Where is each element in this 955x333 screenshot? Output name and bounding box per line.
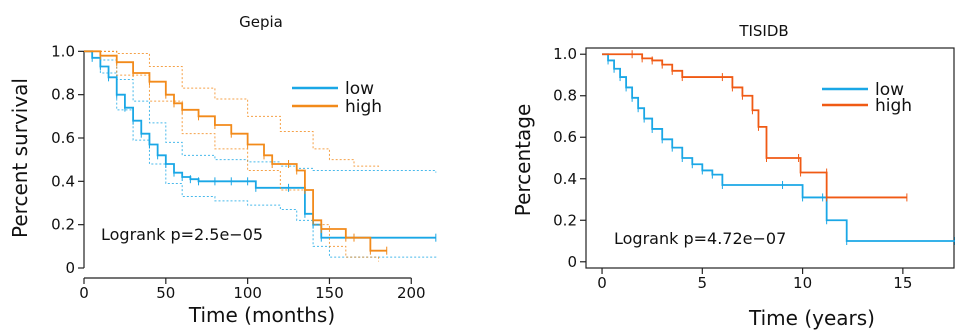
chart-title: TISIDB	[738, 22, 788, 40]
survival-curves	[602, 50, 955, 246]
y-tick-label: 0.8	[51, 86, 75, 104]
x-tick-label: 0	[79, 284, 89, 302]
tisidb-chart: TISIDB Percentage Time (years) Logrank p…	[511, 22, 955, 330]
x-tick-label: 10	[793, 274, 812, 292]
x-axis-label: Time (years)	[748, 306, 875, 330]
y-tick-label: 0.6	[51, 129, 75, 147]
survival-curves	[84, 50, 437, 262]
x-tick-label: 150	[315, 284, 344, 302]
y-axis-label: Percentage	[511, 104, 535, 217]
legend-high-label: high	[875, 96, 912, 116]
survival-line-high	[84, 50, 387, 252]
x-tick-label: 50	[156, 284, 175, 302]
plot-frame	[585, 47, 955, 269]
y-axis-label: Percent survival	[8, 78, 32, 238]
x-tick-label: 0	[597, 274, 607, 292]
logrank-annotation: Logrank p=4.72e−07	[614, 229, 786, 248]
chart-title: Gepia	[239, 13, 283, 31]
x-tick-label: 100	[233, 284, 262, 302]
axes: 0 0.2 0.4 0.6 0.8 1.0 0 50 100 150 200	[51, 42, 425, 302]
y-tick-label: 0.8	[553, 87, 577, 105]
x-tick-label: 200	[397, 284, 426, 302]
x-axis-label: Time (months)	[188, 303, 335, 327]
y-tick-label: 1.0	[51, 42, 75, 60]
legend-high-label: high	[345, 97, 382, 117]
y-tick-label: 0.2	[51, 216, 75, 234]
ci-line-low-lower	[84, 50, 437, 260]
ci-line-high-upper	[84, 50, 380, 169]
ci-line-low-upper	[84, 50, 437, 173]
y-tick-label: 0.4	[51, 172, 75, 190]
survival-line-low	[84, 50, 436, 239]
survival-line-high	[602, 53, 907, 199]
y-tick-label: 0.2	[553, 211, 577, 229]
y-tick-label: 0.4	[553, 170, 577, 188]
legend-low-label: low	[345, 79, 374, 99]
logrank-annotation: Logrank p=2.5e−05	[101, 225, 263, 244]
y-tick-label: 1.0	[553, 45, 577, 63]
y-tick-label: 0	[65, 259, 75, 277]
x-tick-label: 15	[893, 274, 912, 292]
axes: 0 0.2 0.4 0.6 0.8 1.0 0 5 10 15	[553, 45, 955, 292]
y-tick-label: 0	[567, 253, 577, 271]
survival-line-low	[602, 53, 955, 242]
gepia-chart: Gepia Percent survival Time (months) Log…	[8, 13, 437, 327]
y-tick-label: 0.6	[553, 128, 577, 146]
x-tick-label: 5	[698, 274, 708, 292]
legend-low-label: low	[875, 80, 904, 100]
